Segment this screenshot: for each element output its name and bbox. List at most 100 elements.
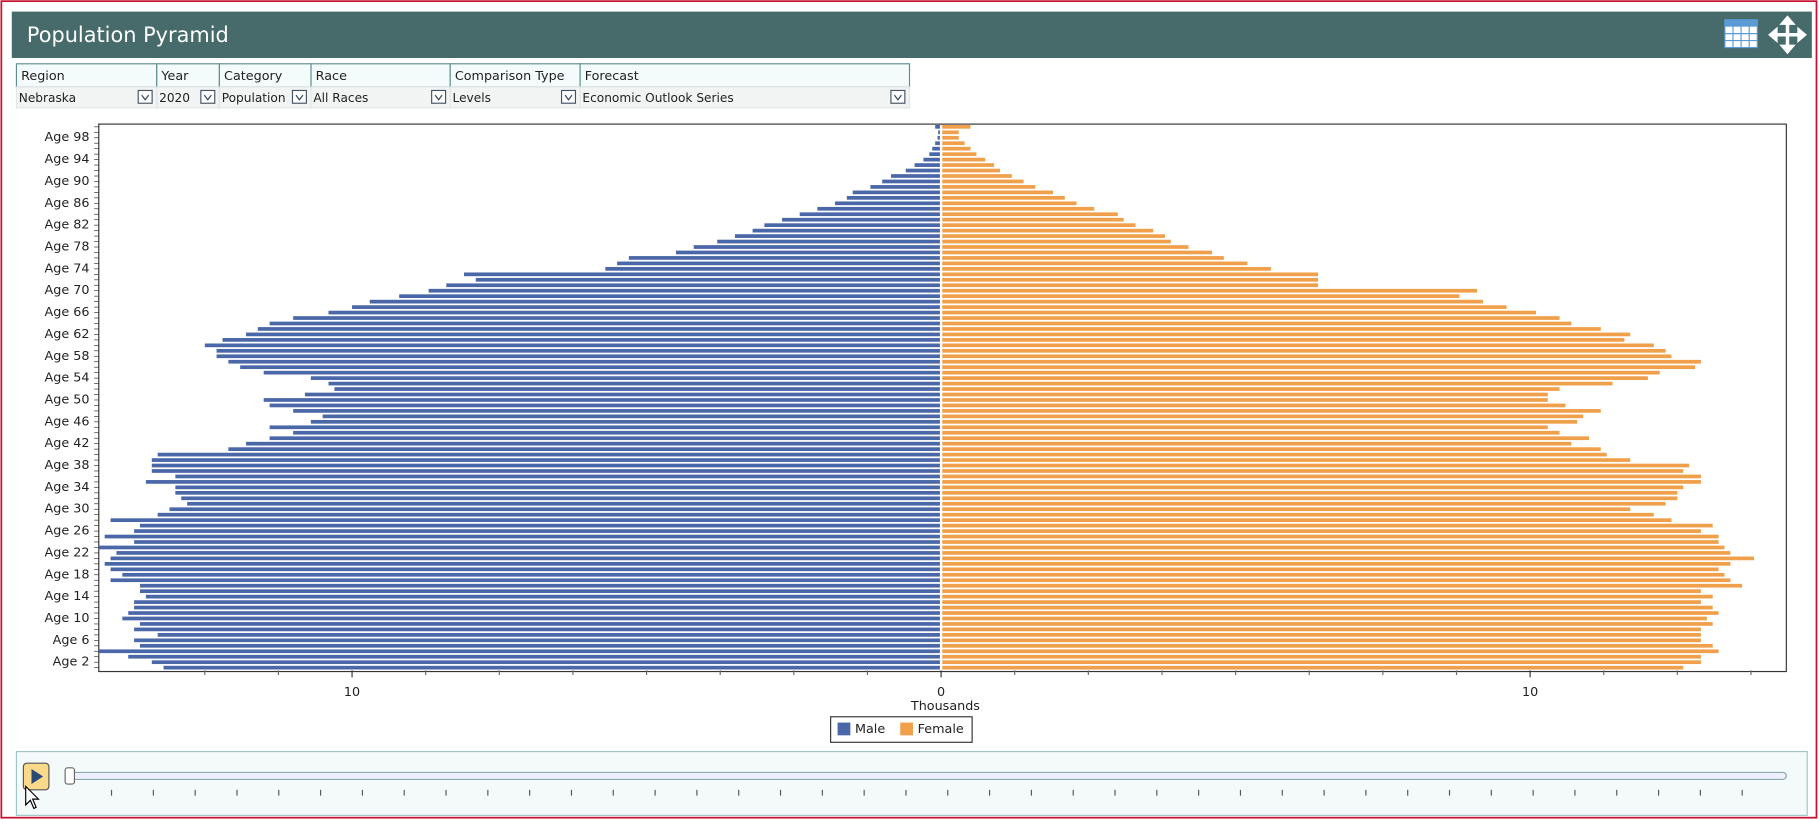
dropdown-arrow: [203, 94, 212, 101]
bar: [941, 392, 1548, 397]
bar: [941, 163, 995, 167]
dropdown-arrow: [893, 94, 902, 101]
bar: [140, 523, 942, 528]
bar: [835, 201, 942, 206]
bar: [122, 616, 942, 621]
bar: [128, 654, 942, 659]
bar: [181, 496, 942, 501]
bar: [941, 643, 1713, 648]
bar: [941, 343, 1654, 348]
bar: [941, 250, 1213, 255]
bar: [334, 387, 942, 391]
bar: [151, 469, 942, 473]
bar: [941, 594, 1713, 599]
y-tick-label: Age 22: [45, 545, 90, 560]
bar: [941, 185, 1036, 189]
bar: [617, 261, 942, 266]
y-tick-label: Age 78: [45, 240, 90, 255]
bar: [151, 458, 942, 462]
bar: [169, 507, 942, 512]
dropdown-button[interactable]: [200, 89, 216, 104]
y-tick-label: Age 26: [45, 524, 90, 539]
bar: [941, 622, 1713, 626]
bar: [399, 294, 942, 299]
bar: [941, 633, 1701, 637]
bar: [110, 578, 942, 583]
bar: [228, 359, 942, 364]
y-tick-label: Age 50: [45, 392, 90, 407]
move-icon[interactable]: [1768, 15, 1807, 55]
bar: [941, 239, 1171, 244]
dropdown-button[interactable]: [890, 89, 906, 104]
bar: [110, 567, 942, 572]
legend: Male Female: [837, 722, 964, 737]
bar: [187, 501, 942, 506]
bar: [463, 272, 942, 277]
play-button[interactable]: [22, 762, 50, 791]
slider-track[interactable]: [66, 771, 1787, 780]
bar: [116, 551, 942, 555]
filter-header: Year: [160, 69, 189, 84]
filter-value: Levels: [453, 91, 491, 105]
bar: [140, 643, 942, 648]
bar: [941, 649, 1719, 654]
y-tick-label: Age 66: [45, 305, 90, 320]
bar: [310, 419, 942, 424]
table-icon[interactable]: [1724, 19, 1758, 49]
bar: [941, 665, 1684, 670]
bar: [941, 447, 1601, 451]
header-bar: [11, 11, 1812, 58]
bar: [941, 294, 1460, 299]
bar: [941, 441, 1572, 446]
bar: [941, 130, 959, 135]
slider-panel: [15, 750, 1808, 816]
dropdown-button[interactable]: [137, 89, 153, 104]
bar: [941, 299, 1483, 304]
bar: [693, 245, 942, 249]
bar: [246, 441, 942, 446]
slider-thumb[interactable]: [64, 767, 76, 785]
bar: [941, 217, 1124, 222]
dropdown-arrow: [295, 94, 304, 101]
bar: [941, 152, 977, 157]
bar: [216, 354, 942, 359]
filter-header: Category: [224, 69, 283, 84]
filter-header: Forecast: [585, 69, 639, 84]
dropdown-button[interactable]: [560, 89, 577, 104]
y-tick-label: Age 10: [45, 611, 90, 626]
bar: [98, 545, 942, 550]
x-tick-label: 10: [1522, 685, 1538, 700]
bar: [157, 512, 942, 517]
bar: [935, 141, 942, 146]
bar: [175, 490, 942, 495]
bar: [328, 381, 942, 386]
bar: [941, 523, 1713, 528]
y-tick-label: Age 74: [45, 261, 90, 276]
dropdown-button[interactable]: [291, 89, 307, 104]
bar: [717, 239, 942, 244]
filter-value: Economic Outlook Series: [582, 91, 733, 105]
bar: [941, 223, 1136, 228]
filter-header: Comparison Type: [455, 69, 565, 84]
bar: [782, 217, 942, 222]
bar: [941, 370, 1660, 375]
page-title: Population Pyramid: [27, 23, 229, 47]
dropdown-button[interactable]: [431, 89, 447, 104]
filter-value-cell[interactable]: [579, 86, 911, 109]
bar: [310, 376, 942, 380]
bar: [941, 327, 1601, 331]
dropdown-arrow: [564, 94, 573, 101]
bar: [941, 501, 1666, 506]
bar: [941, 654, 1701, 659]
dropdown-arrow: [434, 94, 443, 101]
bar: [110, 556, 942, 561]
bar: [941, 256, 1224, 260]
bar: [941, 507, 1631, 512]
slider-ticks: [110, 789, 1743, 796]
bar: [941, 638, 1701, 643]
bar: [941, 496, 1678, 501]
bar: [163, 665, 942, 670]
bar: [941, 146, 971, 151]
filter-header: Region: [21, 69, 65, 84]
